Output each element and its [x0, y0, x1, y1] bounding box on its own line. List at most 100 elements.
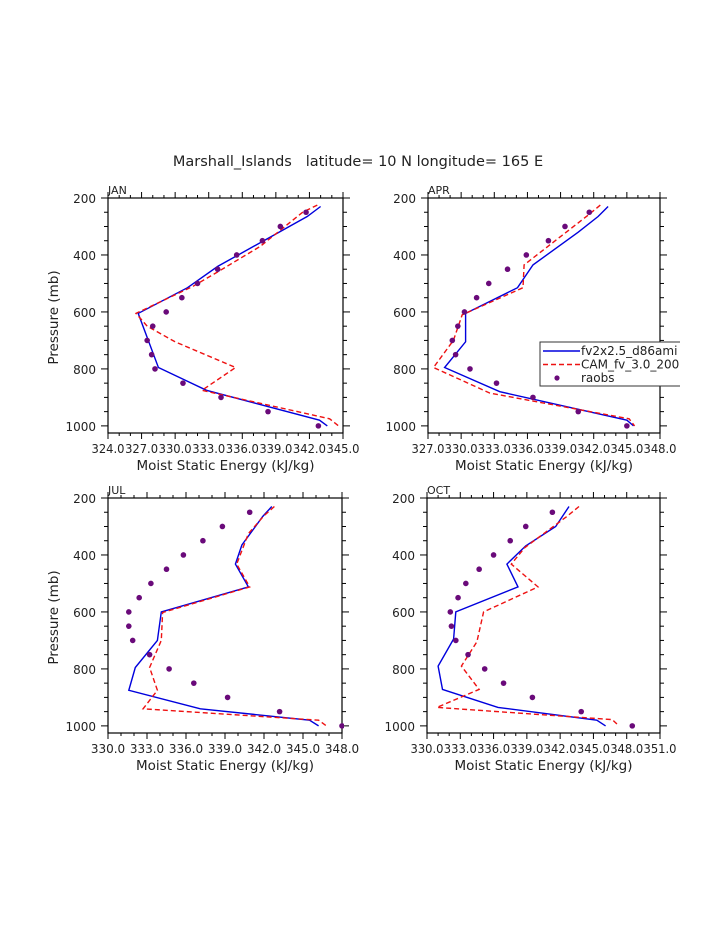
- raobs-point: [180, 380, 186, 386]
- legend-marker-dot: [554, 375, 560, 381]
- panel-apr: APR 327.0 330.0 333.0 336.0 339.0 342.0 345.0 34…: [385, 184, 676, 474]
- legend-entry-label: CAM_fv_3.0_200: [581, 358, 679, 372]
- panel-label: JAN: [107, 184, 127, 197]
- y-tick-label: 800: [392, 663, 415, 677]
- raobs-point: [473, 294, 480, 301]
- y-tick-label: 600: [392, 606, 415, 620]
- plot-frame: [107, 197, 344, 434]
- x-tick-label: 336.0: [226, 442, 259, 456]
- x-tick-label: 333.0: [444, 742, 477, 756]
- raobs-point: [467, 366, 473, 372]
- raobs-point: [455, 323, 461, 329]
- raobs-point: [152, 366, 158, 372]
- x-tick-label: 339.0: [510, 742, 543, 756]
- raobs-point: [522, 523, 529, 530]
- raobs-point: [233, 252, 240, 258]
- legend-entry-label: raobs: [581, 371, 615, 385]
- y-tick-label: 600: [393, 306, 416, 320]
- raobs-point: [481, 666, 488, 672]
- y-tick-label: 1000: [384, 720, 415, 734]
- x-tick-label: 327.0: [412, 442, 445, 456]
- x-tick-label: 348.0: [610, 742, 643, 756]
- x-tick-label: 330.0: [411, 742, 444, 756]
- series-line-cam-fv-3.0: [134, 204, 339, 427]
- panel-oct: OCT 330.0 333.0 336.0 339.0 342.0 345.0 348.0 35…: [384, 484, 676, 774]
- y-tick-label: 200: [73, 192, 96, 206]
- y-tick-label: 400: [392, 549, 415, 563]
- raobs-point: [148, 351, 155, 358]
- x-tick-label: 345.0: [327, 442, 360, 456]
- x-tick-label: 333.0: [130, 742, 164, 756]
- x-tick-label: 342.0: [577, 442, 610, 456]
- raobs-point: [136, 594, 142, 601]
- y-tick-label: 200: [73, 492, 96, 506]
- raobs-point: [265, 408, 271, 415]
- x-tick-label: 339.0: [208, 742, 242, 756]
- raobs-point: [562, 223, 568, 230]
- raobs-point: [180, 552, 187, 558]
- raobs-point: [224, 694, 231, 701]
- raobs-point: [500, 680, 507, 686]
- series-line-fv2x2.5: [437, 506, 606, 727]
- plot-frame: [427, 197, 661, 434]
- x-tick-label: 345.0: [577, 742, 610, 756]
- raobs-point: [126, 623, 132, 629]
- data-layer: [126, 505, 344, 729]
- plot-frame: [426, 497, 661, 734]
- raobs-point: [453, 637, 459, 644]
- y-tick-label: 400: [393, 249, 416, 263]
- series-line-cam-fv-3.0: [141, 505, 327, 727]
- raobs-point: [493, 380, 500, 386]
- x-axis-title: Moist Static Energy (kJ/kg): [136, 758, 314, 774]
- raobs-point: [624, 423, 630, 429]
- data-layer: [134, 204, 339, 429]
- raobs-point: [530, 394, 536, 401]
- x-tick-label: 342.0: [293, 442, 326, 456]
- x-tick-label: 330.0: [159, 442, 192, 456]
- chart-title: Marshall_Islands latitude= 10 N longitud…: [173, 154, 543, 170]
- y-axis-title: Pressure (mb): [46, 270, 62, 364]
- raobs-point: [452, 351, 459, 358]
- raobs-point: [449, 337, 456, 344]
- data-layer: [432, 204, 636, 429]
- data-layer: [436, 505, 636, 729]
- panel-jul: JUL 330.0 333.0 336.0 339.0 342.0 345.0 348.0 Mo…: [46, 484, 359, 774]
- y-tick-label: 800: [73, 663, 96, 677]
- raobs-point: [629, 723, 636, 729]
- x-tick-label: 330.0: [91, 742, 125, 756]
- y-tick-label: 1000: [65, 420, 96, 434]
- raobs-point: [144, 337, 150, 344]
- raobs-point: [490, 552, 497, 558]
- raobs-point: [575, 408, 582, 415]
- x-tick-label: 336.0: [511, 442, 544, 456]
- raobs-point: [303, 209, 309, 216]
- raobs-point: [549, 509, 556, 516]
- series-line-fv2x2.5: [443, 206, 634, 427]
- raobs-point: [219, 523, 226, 530]
- raobs-point: [455, 594, 461, 601]
- x-tick-label: 351.0: [644, 742, 677, 756]
- raobs-point: [465, 651, 471, 658]
- raobs-point: [447, 609, 454, 615]
- raobs-point: [148, 580, 154, 587]
- raobs-point: [339, 723, 344, 729]
- raobs-point: [523, 252, 530, 258]
- series-line-fv2x2.5: [137, 205, 328, 427]
- y-axis-title: Pressure (mb): [46, 570, 62, 664]
- raobs-point: [485, 280, 492, 287]
- x-tick-label: 336.0: [477, 742, 510, 756]
- raobs-point: [179, 294, 185, 301]
- x-tick-label: 342.0: [247, 742, 281, 756]
- raobs-point: [191, 680, 197, 686]
- x-tick-label: 348.0: [325, 742, 359, 756]
- x-tick-label: 339.0: [544, 442, 577, 456]
- raobs-point: [448, 623, 455, 629]
- y-tick-label: 600: [73, 606, 96, 620]
- series-line-cam-fv-3.0: [436, 505, 620, 727]
- x-tick-label: 345.0: [286, 742, 320, 756]
- raobs-point: [461, 309, 468, 315]
- panel-label: OCT: [427, 484, 450, 497]
- x-axis-title: Moist Static Energy (kJ/kg): [455, 458, 633, 474]
- raobs-point: [163, 309, 169, 315]
